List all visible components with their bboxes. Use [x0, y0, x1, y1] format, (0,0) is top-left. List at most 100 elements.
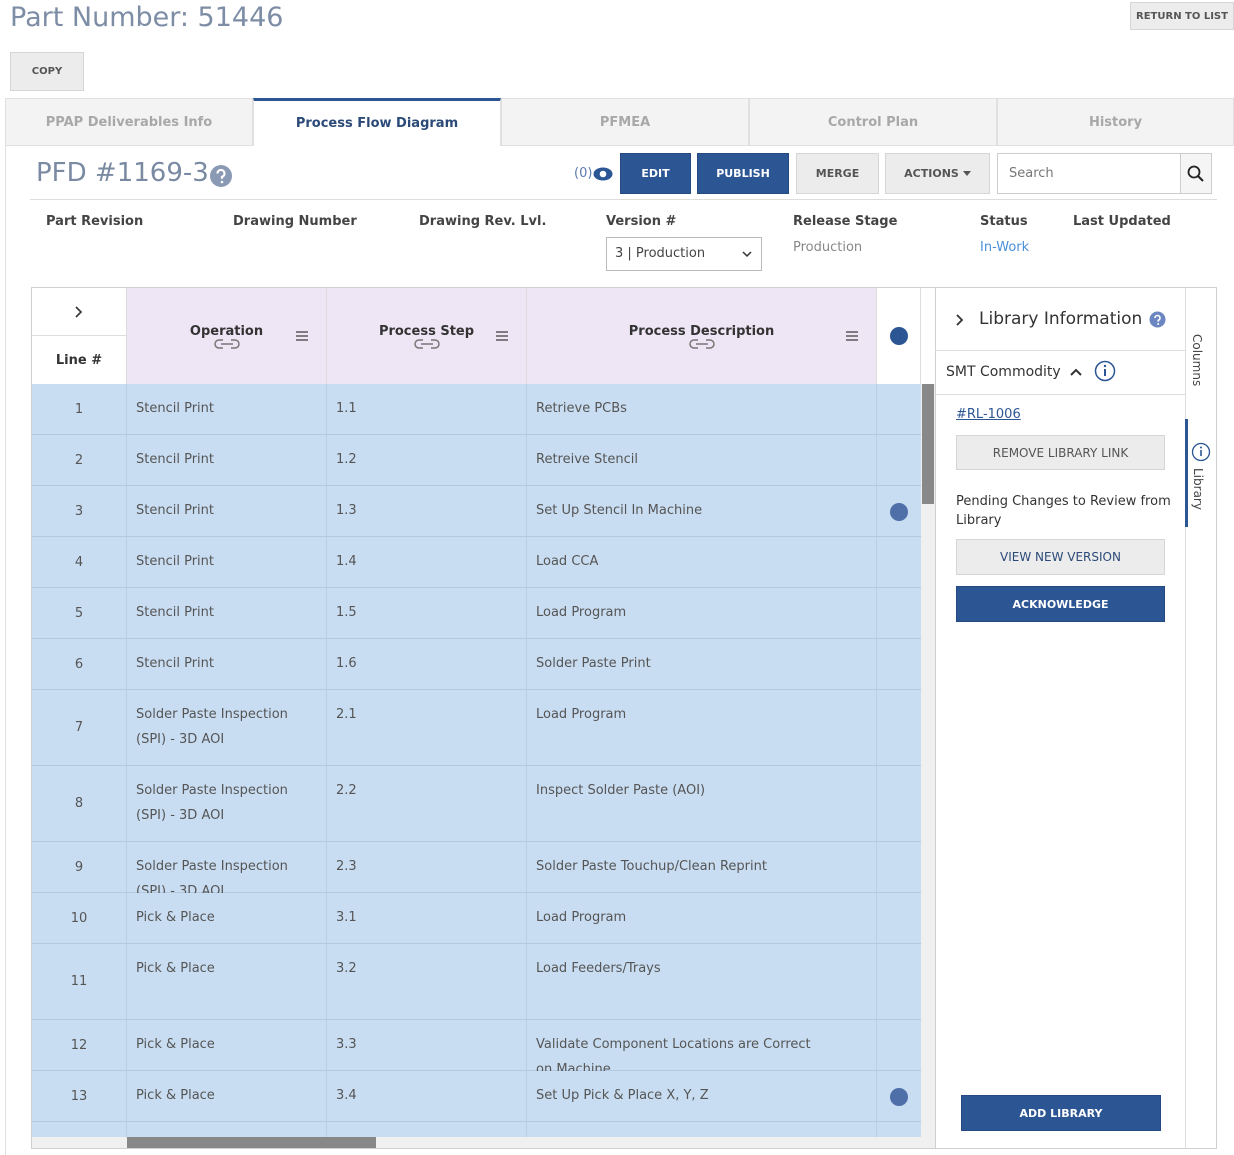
- link-icon: [213, 338, 240, 349]
- grid-row: 6 Stencil Print 1.6 Solder Paste Print: [32, 639, 921, 690]
- remove-link-button[interactable]: REMOVE LIBRARY LINK: [956, 435, 1165, 470]
- tab[interactable]: History: [997, 98, 1234, 146]
- side-tab-library[interactable]: Library: [1191, 468, 1205, 510]
- step-cell: 1.3: [327, 486, 527, 536]
- operation-cell: Pick & Place: [127, 893, 327, 943]
- step-cell: 1.6: [327, 639, 527, 689]
- description-cell: Load Program: [527, 690, 877, 765]
- column-header: Process Step: [327, 288, 527, 384]
- line-number: 12: [70, 1037, 88, 1053]
- line-cell: 13: [32, 1071, 127, 1121]
- v-scrollbar[interactable]: [921, 384, 935, 1137]
- dot: [890, 502, 908, 521]
- step-cell: 3.2: [327, 944, 527, 1019]
- link-shape: [213, 338, 240, 349]
- library-title: Library Information: [979, 309, 1143, 329]
- line-number: 11: [70, 974, 88, 989]
- chevron-up[interactable]: [1070, 368, 1082, 377]
- description-cell: Load Feeders/Trays: [527, 944, 877, 1019]
- grid-row: 5 Stencil Print 1.5 Load Program: [32, 588, 921, 639]
- operation-cell: Stencil Print: [127, 639, 327, 689]
- edit-button[interactable]: EDIT: [620, 153, 691, 194]
- step-cell: 1.1: [327, 384, 527, 434]
- step-cell: 1.2: [327, 435, 527, 485]
- tab[interactable]: PFMEA: [501, 98, 749, 146]
- publish-button[interactable]: PUBLISH: [697, 153, 789, 194]
- grid-body: 1 Stencil Print 1.1 Retrieve PCBs 2 Stencil P…: [32, 384, 935, 1137]
- line-cell: 7: [32, 690, 127, 765]
- field-label: Release Stage: [793, 214, 898, 229]
- operation-cell: Solder Paste Inspection (SPI) - 3D AOI: [127, 690, 327, 765]
- v-thumb[interactable]: [922, 384, 934, 504]
- line-number: 6: [74, 656, 84, 672]
- divider: [935, 394, 1185, 395]
- add-library-button[interactable]: ADD LIBRARY: [961, 1095, 1161, 1131]
- operation-cell: Pick & Place: [127, 1122, 327, 1137]
- column-title: Operation: [189, 323, 264, 339]
- description-cell: Inspect Solder Paste (AOI): [527, 766, 877, 841]
- grid-row: 3 Stencil Print 1.3 Set Up Stencil In Machi…: [32, 486, 921, 537]
- copy-button[interactable]: COPY: [10, 52, 84, 91]
- chevron-right: [75, 305, 83, 318]
- active-indicator: [1185, 419, 1188, 527]
- acknowledge-button[interactable]: ACKNOWLEDGE: [956, 586, 1165, 622]
- h-scrollbar[interactable]: [32, 1137, 935, 1148]
- tab[interactable]: Control Plan: [749, 98, 997, 146]
- field-label: Last Updated: [1073, 214, 1171, 229]
- divider: [935, 350, 1185, 351]
- line-cell: 11: [32, 944, 127, 1019]
- field-label: Version #: [606, 214, 677, 229]
- tab[interactable]: PPAP Deliverables Info: [5, 98, 253, 146]
- line-cell: 1: [32, 384, 127, 434]
- description-cell: Set Up Stencil In Machine: [527, 486, 877, 536]
- line-cell: 6: [32, 639, 127, 689]
- divider: [30, 199, 1217, 200]
- operation-cell: Pick & Place: [127, 1020, 327, 1070]
- side-bar: Columns Library: [1185, 287, 1217, 1149]
- operation-cell: Stencil Print: [127, 486, 327, 536]
- link-shape: [688, 338, 715, 349]
- side-tab-label: Library: [1191, 468, 1205, 510]
- chevron: [742, 251, 752, 258]
- search-button[interactable]: [1180, 153, 1212, 194]
- view-version-button[interactable]: VIEW NEW VERSION: [956, 539, 1165, 575]
- side-tab-columns[interactable]: Columns: [1190, 334, 1204, 386]
- search-input[interactable]: Search: [997, 153, 1181, 194]
- chevron-right[interactable]: [955, 314, 965, 326]
- line-number: 8: [74, 796, 84, 811]
- help-icon[interactable]: [209, 164, 233, 188]
- h-thumb[interactable]: [127, 1137, 376, 1148]
- line-number: 5: [74, 605, 84, 621]
- caret: [962, 171, 971, 176]
- eye-icon[interactable]: [593, 166, 613, 182]
- field-value: In-Work: [980, 240, 1030, 255]
- actions-button[interactable]: ACTIONS: [885, 153, 990, 194]
- line-number: 3: [74, 503, 84, 519]
- menu-icon: [846, 331, 858, 341]
- merge-button[interactable]: MERGE: [796, 153, 879, 194]
- tab-active[interactable]: Process Flow Diagram: [253, 98, 501, 146]
- flag-dot: [890, 502, 908, 521]
- grid-row: 12 Pick & Place 3.3 Validate Component Loca…: [32, 1020, 921, 1077]
- info-icon[interactable]: [1094, 360, 1116, 382]
- step-cell: 2.1: [327, 690, 527, 765]
- column-title: Process Step: [378, 323, 475, 339]
- line-cell: 12: [32, 1020, 127, 1070]
- help-icon[interactable]: [1149, 311, 1166, 328]
- description-cell: Validate Component Locations are Correct…: [527, 1020, 877, 1077]
- description-cell: Load CCA: [527, 537, 877, 587]
- line-cell: 9: [32, 842, 127, 892]
- grid-row: 1 Stencil Print 1.1 Retrieve PCBs: [32, 384, 921, 435]
- grid-row: 11 Pick & Place 3.2 Load Feeders/Trays: [32, 944, 921, 1020]
- expand-cell[interactable]: [32, 288, 127, 336]
- description-cell: Load Program: [527, 893, 877, 943]
- line-number: 2: [74, 452, 84, 468]
- library-panel: Library Information SMT Commodity #RL-10…: [935, 287, 1186, 1149]
- grid: Line # 1 Stencil Print 1.1 Retrieve PCBs 2 St…: [31, 287, 936, 1149]
- library-link[interactable]: #RL-1006: [956, 407, 1021, 422]
- description-cell: Retreive Stencil: [527, 435, 877, 485]
- return-button[interactable]: RETURN TO LIST: [1130, 2, 1234, 30]
- version-select[interactable]: 3 | Production: [606, 237, 762, 271]
